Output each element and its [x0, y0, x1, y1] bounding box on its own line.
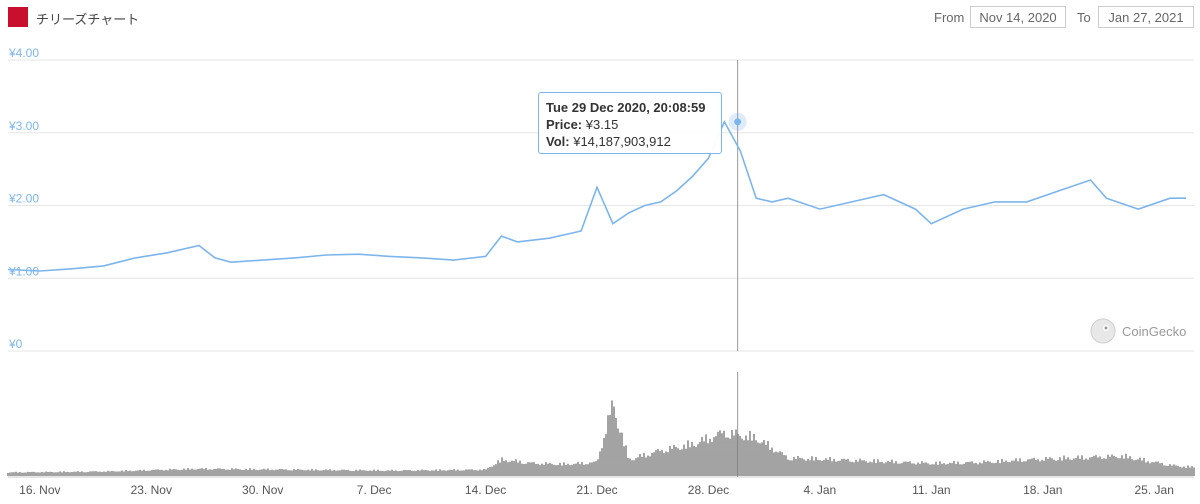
chart-title: チリーズチャート [36, 11, 140, 27]
tooltip-vol-value: ¥14,187,903,912 [573, 134, 671, 149]
y-tick-label: ¥4.00 [8, 46, 39, 60]
y-tick-label: ¥3.00 [8, 119, 39, 133]
x-tick-label: 7. Dec [357, 483, 392, 497]
volume-bars [7, 400, 1195, 476]
y-tick-label: ¥1.00 [8, 264, 39, 278]
x-tick-label: 18. Jan [1023, 483, 1062, 497]
x-tick-label: 23. Nov [131, 483, 172, 497]
x-tick-label: 25. Jan [1135, 483, 1174, 497]
from-label: From [934, 9, 965, 25]
x-tick-label: 21. Dec [576, 483, 617, 497]
x-tick-label: 14. Dec [465, 483, 506, 497]
from-date-input[interactable]: Nov 14, 2020 [970, 6, 1066, 28]
y-tick-label: ¥0 [8, 337, 23, 351]
y-tick-label: ¥2.00 [8, 192, 39, 206]
price-series-line [7, 119, 1186, 272]
x-tick-label: 30. Nov [242, 483, 283, 497]
coingecko-credit[interactable]: CoinGecko [1090, 316, 1186, 346]
credit-text: CoinGecko [1122, 323, 1187, 339]
to-date-input[interactable]: Jan 27, 2021 [1098, 6, 1194, 28]
hover-point [734, 118, 742, 126]
chiliz-logo-icon [8, 7, 28, 27]
to-label: To [1077, 9, 1091, 25]
tooltip-vol-label: Vol: [546, 134, 570, 149]
tooltip-price-label: Price: [546, 117, 583, 132]
price-tooltip: Tue 29 Dec 2020, 20:08:59 Price: ¥3.15 V… [538, 92, 722, 154]
x-tick-label: 4. Jan [804, 483, 837, 497]
x-tick-label: 11. Jan [912, 483, 950, 497]
tooltip-price-value: ¥3.15 [585, 117, 619, 132]
x-tick-label: 16. Nov [19, 483, 60, 497]
tooltip-date: Tue 29 Dec 2020, 20:08:59 [546, 100, 706, 115]
x-tick-label: 28. Dec [688, 483, 729, 497]
coingecko-logo-icon [1090, 318, 1116, 344]
